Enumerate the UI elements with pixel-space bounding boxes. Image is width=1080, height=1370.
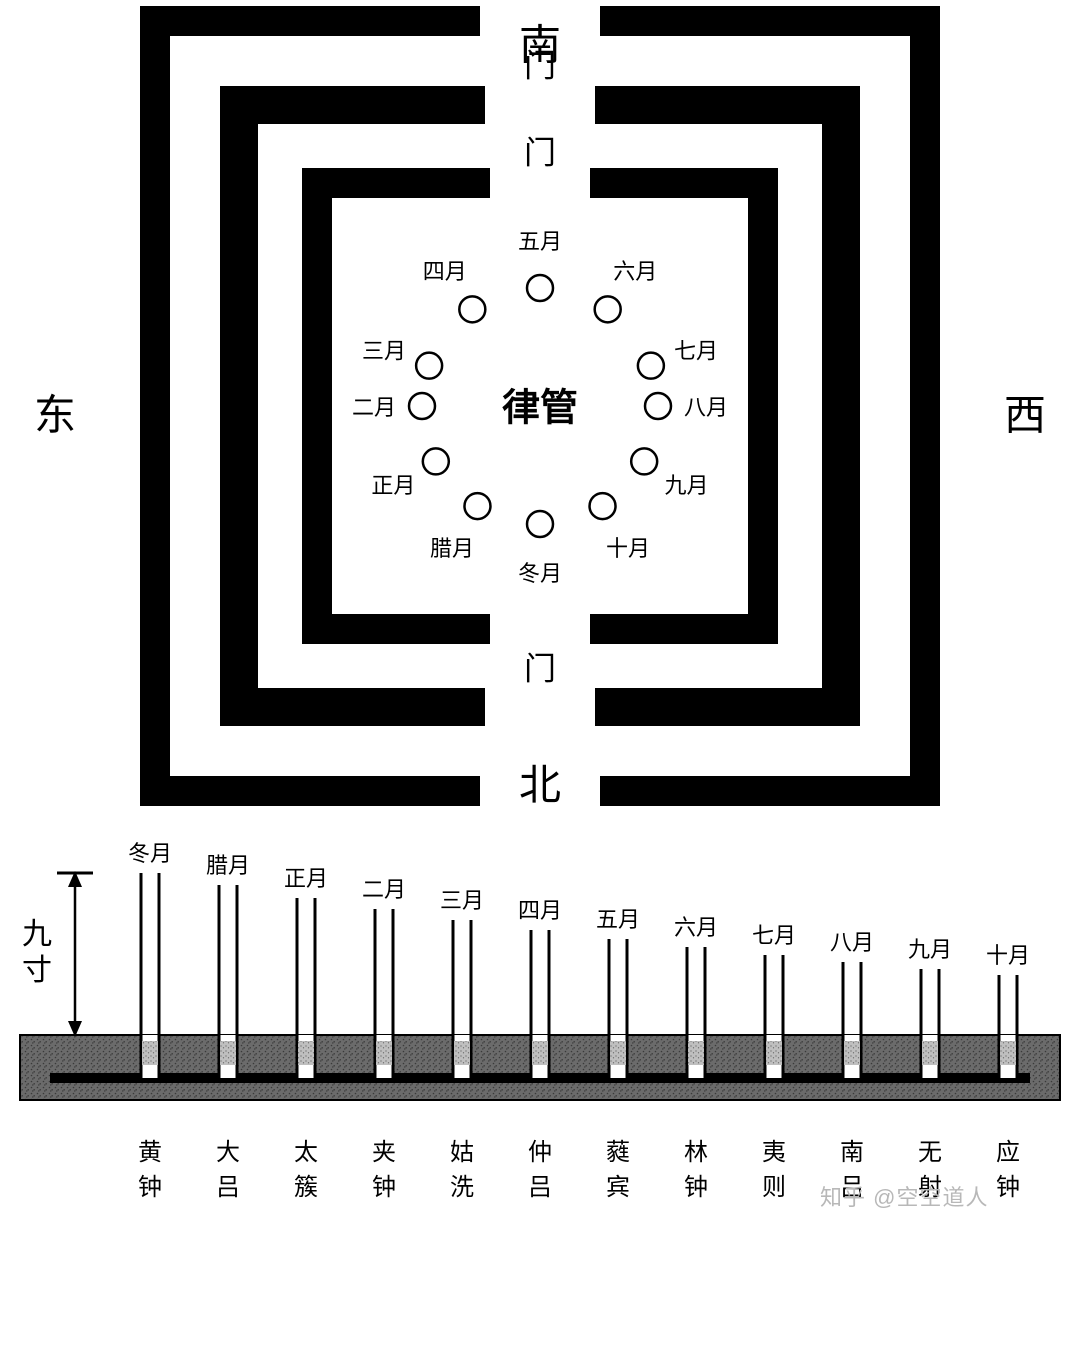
month-dot [595,296,621,322]
direction-label: 北 [519,764,561,810]
pipe-name-top: 姑 [450,1139,474,1166]
pipe-name-bot: 钟 [996,1174,1020,1201]
watermark: 知乎 @空空道人 [820,1180,988,1212]
pipe-name-top: 夷 [762,1139,786,1166]
pipe-month-label: 四月 [518,898,562,923]
pipe-name-top: 仲 [528,1139,552,1166]
pipe-name-top: 南 [840,1139,864,1166]
month-dot [464,493,490,519]
wall-seg [595,86,860,124]
month-dot [423,448,449,474]
pipe-month-label: 二月 [362,877,406,902]
pipe-ash [220,1041,236,1065]
month-dot [645,393,671,419]
gate-label: 门 [524,134,556,170]
pipe-name-top: 蕤 [606,1139,630,1166]
pipe-name-bot: 则 [762,1174,786,1201]
pipe-ash [454,1041,470,1065]
month-dot [590,493,616,519]
pipe-name-bot: 洗 [450,1174,474,1201]
measure-label: 寸 [22,954,52,987]
month-dot [459,296,485,322]
gate-label: 门 [524,47,556,83]
pipe-name-top: 黄 [138,1139,162,1166]
pipe-name-bot: 宾 [606,1174,630,1201]
wall-seg [600,776,940,806]
pipe-ash [766,1041,782,1065]
pipe-name-top: 大 [216,1139,240,1166]
pipe-name-bot: 吕 [528,1175,552,1201]
wall-seg [220,688,485,726]
direction-label: 东 [34,393,76,440]
pipe-name-top: 应 [996,1139,1020,1166]
month-dot [416,353,442,379]
pipe-name-bot: 钟 [372,1174,396,1201]
wall-seg [748,168,778,644]
wall-seg [220,86,485,124]
pipe-month-label: 七月 [752,923,796,948]
pipe-ash [922,1041,938,1065]
month-label: 腊月 [430,536,474,561]
month-label: 二月 [352,395,396,420]
wall-seg [595,688,860,726]
pipe-month-label: 三月 [440,888,484,913]
month-label: 五月 [518,229,562,254]
month-dot [409,393,435,419]
pipe-name-bot: 钟 [138,1174,162,1201]
pipe-name-bot: 吕 [216,1175,240,1201]
pipe-month-label: 九月 [908,937,952,962]
direction-label: 西 [1004,394,1046,440]
month-dot [638,353,664,379]
pipe-name-top: 无 [918,1140,942,1166]
pipe-ash [610,1041,626,1065]
center-label: 律管 [502,388,578,430]
month-dot [631,448,657,474]
diagram-svg: 南东西北门门门律管五月六月七月八月九月十月冬月腊月正月二月三月四月冬月黄钟腊月大… [0,0,1080,1370]
month-label: 六月 [613,259,657,284]
gate-label: 门 [524,650,556,686]
wall-seg [302,168,332,644]
month-label: 八月 [684,395,728,420]
pipe-name-top: 太 [294,1139,318,1166]
pipe-name-top: 夹 [372,1139,396,1166]
month-dot [527,275,553,301]
wall-seg [140,6,480,36]
diagram-container: 南东西北门门门律管五月六月七月八月九月十月冬月腊月正月二月三月四月冬月黄钟腊月大… [0,0,1080,1370]
pipe-ash [142,1041,158,1065]
pipe-ash [532,1041,548,1065]
pipe-month-label: 正月 [284,866,328,891]
month-label: 九月 [665,473,709,498]
pipe-ash [298,1041,314,1065]
wall-seg [600,6,940,36]
month-label: 正月 [371,473,415,498]
pipe-month-label: 六月 [674,915,718,940]
month-label: 冬月 [518,561,562,586]
measure-label: 九 [22,918,52,951]
wall-seg [140,776,480,806]
pipe-month-label: 冬月 [128,841,172,866]
pipe-ash [1000,1041,1016,1065]
wall-seg [822,86,860,726]
pipe-month-label: 十月 [986,943,1030,968]
month-label: 三月 [362,338,406,363]
pipe-ash [688,1041,704,1065]
wall-seg [140,6,170,806]
month-label: 十月 [606,536,650,561]
wall-seg [220,86,258,726]
wall-seg [910,6,940,806]
month-label: 七月 [674,338,718,363]
month-label: 四月 [423,259,467,284]
pipe-month-label: 五月 [596,907,640,932]
pipe-name-bot: 簇 [294,1174,318,1201]
pipe-name-bot: 钟 [684,1174,708,1201]
pipe-ash [376,1041,392,1065]
pipe-month-label: 八月 [830,930,874,955]
month-dot [527,511,553,537]
pipe-name-top: 林 [684,1139,708,1166]
pipe-month-label: 腊月 [206,853,250,878]
pipe-ash [844,1041,860,1065]
